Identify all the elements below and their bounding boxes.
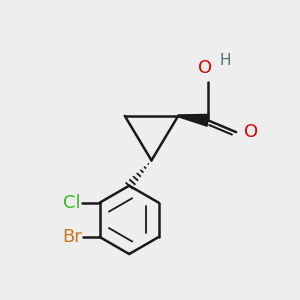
Text: Br: Br bbox=[62, 228, 82, 246]
Polygon shape bbox=[178, 114, 209, 126]
Text: O: O bbox=[244, 123, 258, 141]
Text: Cl: Cl bbox=[63, 194, 80, 212]
Text: H: H bbox=[219, 53, 231, 68]
Text: O: O bbox=[198, 59, 212, 77]
